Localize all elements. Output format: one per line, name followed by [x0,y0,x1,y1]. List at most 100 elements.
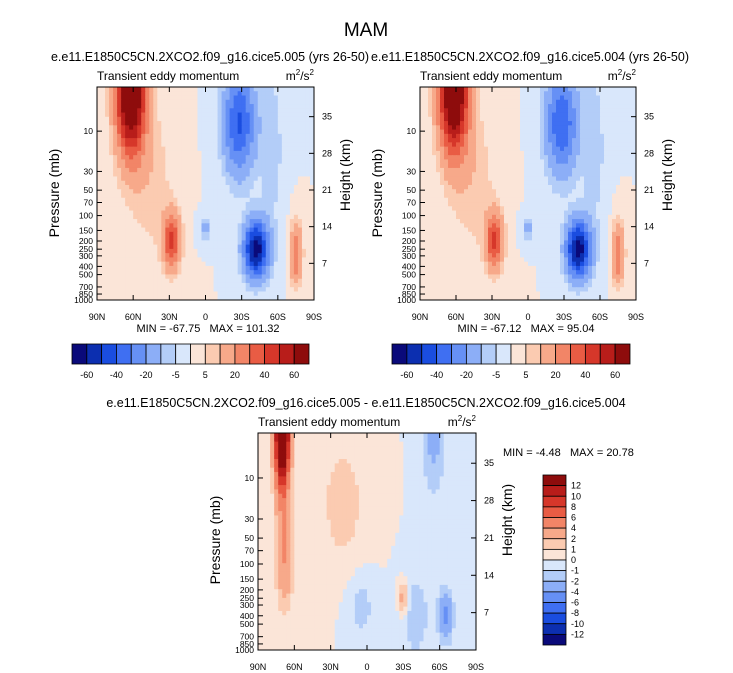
field-cell [209,163,215,169]
field-cell [117,223,122,229]
field-cell [464,223,469,229]
y-tick-label: 400 [79,261,93,271]
field-cell [480,146,485,152]
field-cell [496,227,501,233]
field-cell [117,87,122,92]
field-cell [289,287,295,293]
field-cell [468,95,473,101]
field-cell [488,236,493,241]
field-cell [460,227,465,233]
field-cell [189,172,195,178]
field-cell [552,108,557,114]
field-cell [233,116,239,122]
field-cell [452,227,457,233]
field-cell [540,227,545,233]
field-cell [440,197,445,203]
field-cell [620,133,625,139]
field-cell [285,265,291,271]
field-cell [528,176,533,182]
field-cell [512,236,517,241]
field-cell [448,257,453,263]
field-cell [424,253,429,258]
field-cell [225,184,231,190]
field-cell [464,219,469,224]
field-cell [281,291,287,297]
field-cell [265,95,271,101]
field-cell [145,146,150,152]
field-cell [221,291,227,297]
field-cell [496,87,501,92]
field-cell [524,142,529,148]
field-cell [440,167,445,173]
field-cell [293,193,299,199]
field-cell [129,227,134,233]
field-cell [261,116,267,122]
field-cell [472,91,477,97]
field-cell [177,214,182,220]
field-cell [281,150,287,156]
field-cell [269,206,275,212]
field-cell [229,257,235,263]
field-cell [592,197,597,203]
field-cell [564,104,569,109]
field-cell [237,167,243,173]
field-cell [305,214,311,220]
field-cell [536,150,541,156]
field-cell [488,193,493,199]
field-cell [604,210,609,216]
field-cell [269,176,275,182]
field-cell [564,163,569,169]
field-cell [572,104,577,109]
field-cell [552,202,557,207]
field-cell [217,202,223,207]
field-cell [492,91,497,97]
field-cell [584,167,589,173]
field-cell [452,87,457,92]
field-cell [568,206,573,212]
field-cell [468,219,473,224]
field-cell [257,87,263,92]
field-cell [500,159,505,165]
field-cell [129,108,134,114]
field-cell [512,125,517,131]
field-cell [257,142,263,148]
field-cell [440,257,445,263]
field-cell [428,244,433,250]
field-cell [197,257,203,263]
field-cell [420,257,425,263]
field-cell [297,244,303,250]
field-cell [540,180,545,186]
field-cell [173,142,178,148]
field-cell [225,91,231,97]
field-cell [536,104,541,109]
field-cell [428,155,433,161]
field-cell [113,274,118,280]
field-cell [556,125,561,131]
field-cell [221,261,227,267]
field-cell [285,133,291,139]
field-cell [277,240,283,246]
field-cell [125,108,130,114]
field-cell [532,108,537,114]
field-cell [568,236,573,241]
field-cell [121,291,126,297]
field-cell [177,104,182,109]
field-cell [301,206,307,212]
field-cell [620,231,625,237]
field-cell [197,133,203,139]
field-cell [153,180,158,186]
field-cell [141,133,146,139]
field-cell [309,129,314,135]
field-cell [237,116,243,122]
field-cell [568,180,573,186]
field-cell [237,146,243,152]
field-cell [504,257,509,263]
field-cell [468,189,473,195]
field-cell [456,142,461,148]
field-cell [225,210,231,216]
field-cell [253,189,259,195]
field-cell [452,116,457,122]
field-cell [548,163,553,169]
field-cell [165,155,170,161]
field-cell [552,197,557,203]
